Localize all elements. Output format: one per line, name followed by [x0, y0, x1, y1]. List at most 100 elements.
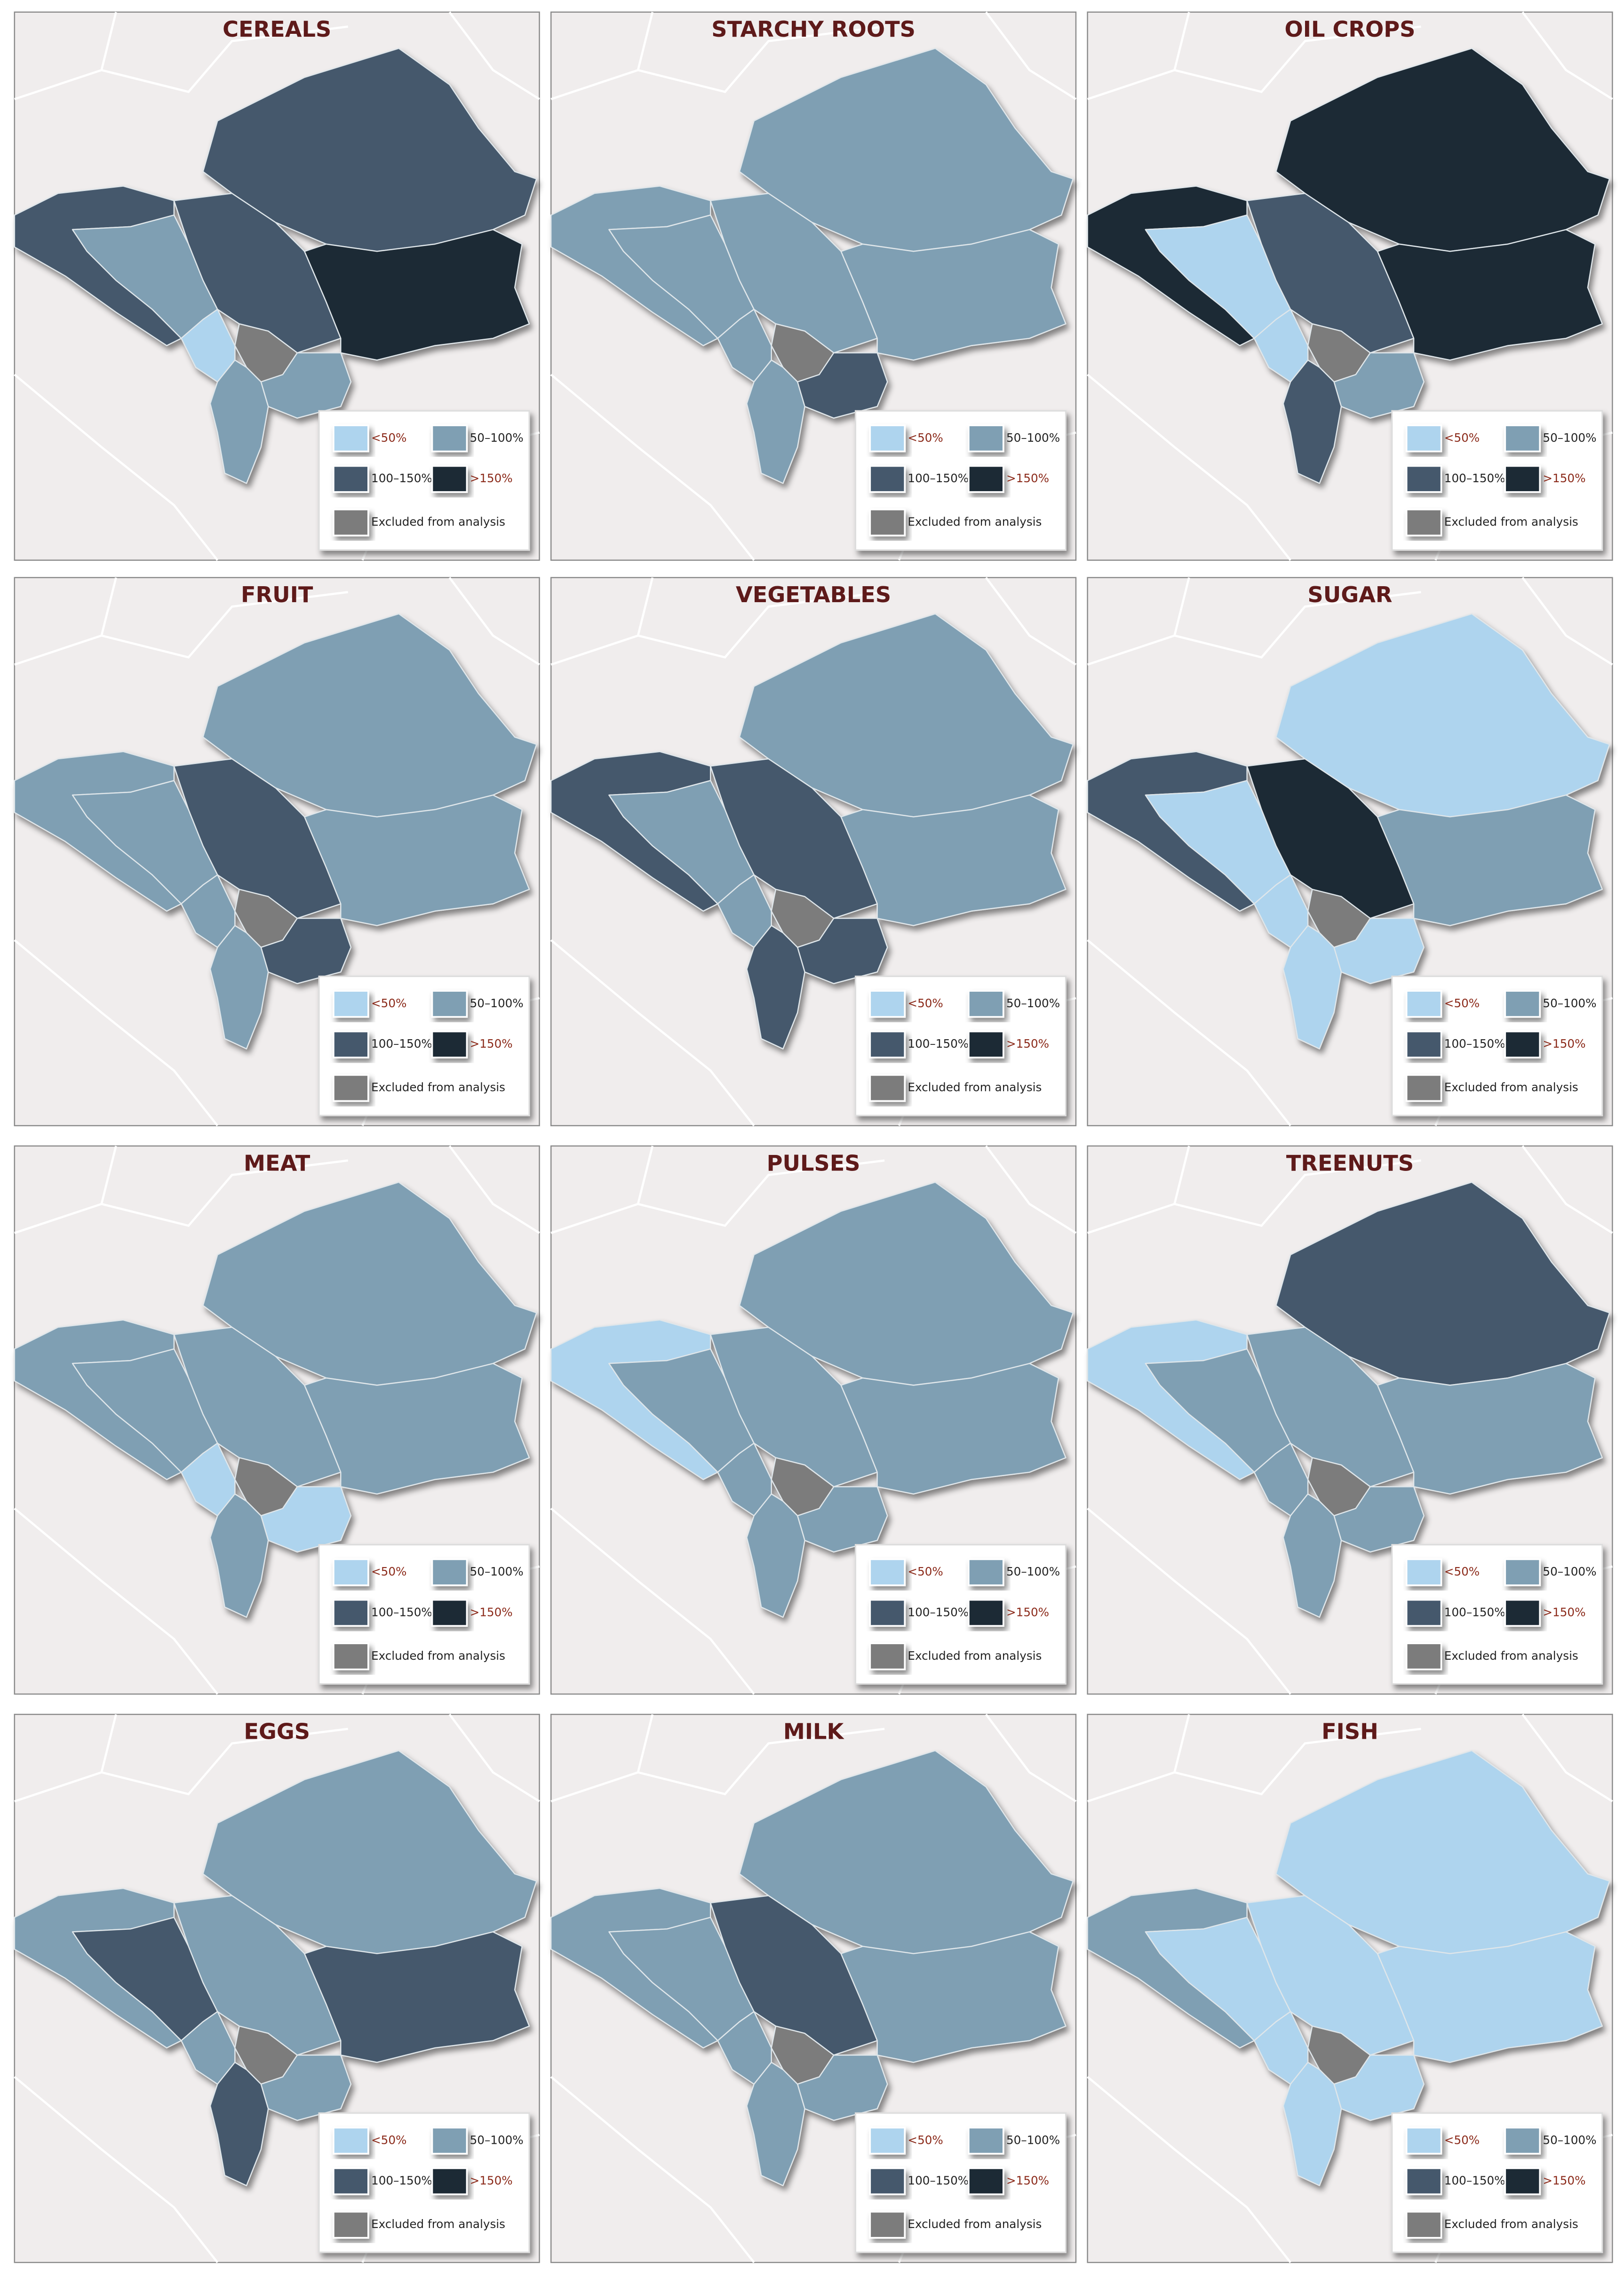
legend-label: Excluded from analysis — [908, 1649, 1042, 1663]
panel-title: TREENUTS — [1286, 1150, 1414, 1176]
background-border — [1087, 577, 1613, 1127]
legend-swatch — [333, 465, 369, 493]
legend-label: 100–150% — [908, 1605, 969, 1619]
background-border — [550, 11, 1077, 561]
legend-label: <50% — [1444, 1565, 1480, 1578]
region — [739, 48, 1074, 252]
legend-label: >150% — [1006, 1605, 1049, 1619]
legend-swatch — [1405, 2167, 1442, 2196]
region — [209, 1493, 269, 1618]
legend-swatch — [968, 424, 1004, 453]
legend-label: >150% — [1543, 1037, 1585, 1050]
legend: <50% 50–100% 100–150% >150% Excluded from an… — [854, 1544, 1067, 1685]
legend-label: 100–150% — [1444, 1037, 1505, 1050]
region — [209, 925, 269, 1050]
legend-swatch — [968, 465, 1004, 493]
panel-title: PULSES — [767, 1150, 860, 1176]
map — [14, 48, 537, 484]
region — [181, 1442, 236, 1517]
legend-swatch — [869, 1074, 906, 1102]
map — [550, 48, 1074, 484]
legend-swatch — [1504, 2167, 1541, 2196]
map — [1087, 48, 1610, 484]
map — [1087, 1181, 1610, 1618]
legend-label: 100–150% — [908, 2174, 969, 2188]
legend-label: Excluded from analysis — [908, 1081, 1042, 1094]
legend-label: <50% — [1444, 996, 1480, 1010]
panel-title: OIL CROPS — [1284, 16, 1415, 42]
legend-swatch — [431, 1030, 468, 1058]
legend-label: >150% — [470, 471, 513, 485]
region — [1253, 2011, 1309, 2085]
legend-swatch — [869, 2126, 906, 2155]
legend-swatch — [431, 424, 468, 453]
legend-label: 100–150% — [371, 2174, 432, 2188]
legend-swatch — [869, 1599, 906, 1627]
legend-label: 50–100% — [1006, 2133, 1060, 2147]
legend-swatch — [968, 2126, 1004, 2155]
legend-swatch — [333, 1642, 369, 1671]
legend-swatch — [869, 465, 906, 493]
legend-swatch — [869, 1558, 906, 1586]
legend-swatch — [1504, 2126, 1541, 2155]
legend: <50% 50–100% 100–150% >150% Excluded from an… — [854, 2112, 1067, 2253]
legend-label: Excluded from analysis — [371, 1649, 505, 1663]
legend-label: 100–150% — [371, 1605, 432, 1619]
region — [717, 1442, 772, 1517]
legend-label: 50–100% — [1006, 1565, 1060, 1578]
legend-label: Excluded from analysis — [371, 515, 505, 529]
legend-label: <50% — [371, 431, 406, 445]
legend-label: <50% — [908, 1565, 943, 1578]
legend-label: 50–100% — [1006, 996, 1060, 1010]
legend-label: Excluded from analysis — [371, 2217, 505, 2231]
background-border — [1087, 11, 1613, 561]
legend: <50% 50–100% 100–150% >150% Excluded from an… — [854, 975, 1067, 1116]
legend: <50% 50–100% 100–150% >150% Excluded from an… — [1391, 410, 1603, 551]
region — [1377, 1931, 1603, 2063]
map-panel: CEREALS <50% 50–100% 100–150% >150% Excluded … — [14, 11, 540, 561]
panel-title: CEREALS — [223, 16, 331, 42]
legend-swatch — [1405, 1599, 1442, 1627]
legend-label: Excluded from analysis — [1444, 515, 1578, 529]
legend-swatch — [1405, 1030, 1442, 1058]
legend-label: >150% — [1006, 471, 1049, 485]
legend-label: Excluded from analysis — [1444, 1081, 1578, 1094]
map-panel: MEAT <50% 50–100% 100–150% >150% Excluded fro… — [14, 1145, 540, 1695]
legend-swatch — [333, 424, 369, 453]
legend-swatch — [333, 990, 369, 1018]
panel-title: EGGS — [244, 1719, 310, 1744]
legend-swatch — [1405, 2211, 1442, 2239]
panel-title: VEGETABLES — [736, 582, 891, 607]
panel-title: FRUIT — [241, 582, 313, 607]
map-panel: FISH <50% 50–100% 100–150% >150% Excluded fro… — [1087, 1713, 1613, 2263]
region — [840, 794, 1067, 926]
legend-swatch — [869, 424, 906, 453]
legend-swatch — [968, 1599, 1004, 1627]
legend-swatch — [333, 1599, 369, 1627]
panel-title: STARCHY ROOTS — [711, 16, 915, 42]
legend: <50% 50–100% 100–150% >150% Excluded from an… — [854, 410, 1067, 551]
map — [550, 1750, 1074, 2187]
legend-label: 100–150% — [371, 1037, 432, 1050]
map-panel: EGGS <50% 50–100% 100–150% >150% Excluded fro… — [14, 1713, 540, 2263]
region — [1275, 1181, 1610, 1386]
legend: <50% 50–100% 100–150% >150% Excluded from an… — [318, 410, 530, 551]
legend-swatch — [431, 1558, 468, 1586]
region — [304, 794, 530, 926]
region — [739, 1181, 1074, 1386]
legend-swatch — [1504, 1030, 1541, 1058]
region — [717, 874, 772, 948]
map — [550, 1181, 1074, 1618]
map — [1087, 613, 1610, 1050]
legend-label: Excluded from analysis — [908, 515, 1042, 529]
legend-label: <50% — [371, 1565, 406, 1578]
background-border — [14, 1145, 540, 1695]
legend-swatch — [968, 990, 1004, 1018]
legend-swatch — [1405, 509, 1442, 537]
legend-label: Excluded from analysis — [1444, 2217, 1578, 2231]
legend-swatch — [968, 1558, 1004, 1586]
legend: <50% 50–100% 100–150% >150% Excluded from an… — [318, 975, 530, 1116]
region — [202, 613, 537, 818]
legend-label: >150% — [1006, 2174, 1049, 2188]
map-panel: TREENUTS <50% 50–100% 100–150% >150% Excluded… — [1087, 1145, 1613, 1695]
